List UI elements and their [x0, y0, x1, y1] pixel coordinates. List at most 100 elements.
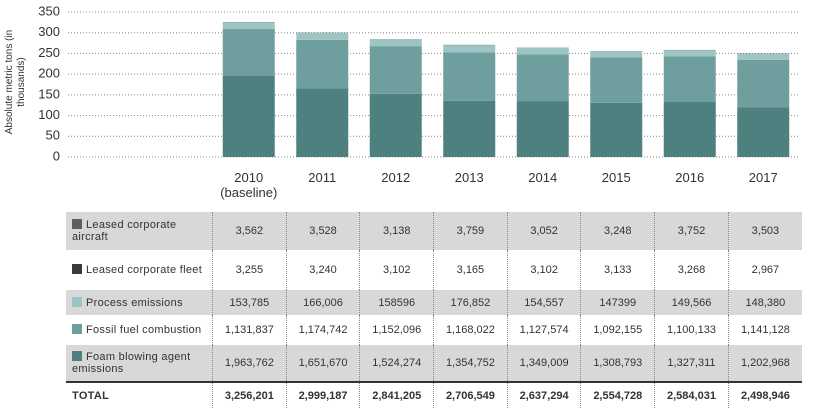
row-label-cell: Fossil fuel combustion — [66, 315, 213, 345]
x-tick-label: 2017 — [748, 170, 778, 185]
x-tick-label: 2011 — [308, 170, 337, 185]
table-cell: 1,152,096 — [359, 315, 435, 345]
row-label-cell: Leased corporate fleet — [66, 250, 213, 290]
table-row: Process emissions 153,785 166,006 158596 176… — [66, 290, 802, 315]
table-cell: 166,006 — [286, 290, 361, 315]
row-label-cell: Process emissions — [66, 290, 213, 315]
bar-segment — [590, 102, 643, 157]
table-cell: 3,528 — [286, 212, 361, 250]
table-cell: 3,102 — [359, 250, 435, 290]
table-cell: 1,168,022 — [433, 315, 508, 345]
table-row: Leased corporate fleet 3,255 3,240 3,102 3,1… — [66, 250, 802, 290]
table-row: Fossil fuel combustion 1,131,837 1,174,742… — [66, 315, 802, 345]
y-tick-label: 250 — [38, 45, 60, 60]
table-row: Foam blowing agent emissions 1,963,762 1,6… — [66, 345, 802, 382]
total-cell: 2,841,205 — [359, 381, 435, 408]
bar-segment — [516, 54, 569, 102]
total-cell: 3,256,201 — [212, 381, 287, 408]
y-tick-label: 300 — [38, 24, 60, 39]
table-cell: 176,852 — [433, 290, 508, 315]
bar-segment — [222, 22, 275, 29]
table-cell: 148,380 — [728, 290, 802, 315]
table-cell: 1,141,128 — [740, 324, 790, 336]
table-cell: 154,557 — [507, 290, 582, 315]
table-cell: 1,349,009 — [507, 345, 582, 382]
bar-segment — [516, 47, 569, 55]
table-cell: 153,785 — [212, 290, 287, 315]
table-cell: 3,240 — [286, 250, 361, 290]
table-cell: 3,268 — [654, 250, 729, 290]
legend-label: Process emissions — [86, 296, 183, 309]
row-label-cell: Foam blowing agent emissions — [66, 345, 213, 382]
bar-segment — [222, 28, 275, 76]
table-cell: 1,651,670 — [286, 345, 361, 382]
legend-label: Fossil fuel combustion — [86, 324, 202, 336]
bar-segment — [443, 45, 496, 53]
table-cell: 3,102 — [507, 250, 582, 290]
bar-segment — [222, 75, 275, 157]
table-cell: 1,127,574 — [507, 315, 582, 345]
table-cell: 1,100,133 — [654, 315, 729, 345]
table-cell: 3,752 — [654, 212, 729, 250]
x-tick-label: 2014 — [528, 170, 558, 185]
table-cell: 158596 — [359, 290, 435, 315]
bar-segment — [443, 100, 496, 157]
bar-segment — [737, 107, 790, 157]
x-tick-label: 2013 — [454, 170, 484, 185]
total-label: TOTAL — [66, 381, 213, 408]
x-tick-label: 2015 — [601, 170, 631, 185]
bar-segment — [663, 102, 716, 157]
table-cell: 3,759 — [433, 212, 508, 250]
data-table: Leased corporate aircraft 3,562 3,528 3,138… — [66, 212, 802, 408]
legend-label: Foam blowing agent emissions — [72, 351, 191, 375]
table-cell: 2,967 — [751, 264, 780, 276]
table-cell: 1,131,837 — [212, 315, 287, 345]
y-tick-label: 350 — [38, 3, 60, 18]
row-label-cell: Leased corporate aircraft — [66, 212, 213, 250]
bar-segment — [369, 39, 422, 47]
total-cell: 2,498,946 — [728, 381, 802, 408]
table-cell: 3,133 — [580, 250, 656, 290]
x-tick-label: 2010 (baseline) — [220, 170, 278, 200]
bar-segment — [296, 33, 349, 40]
y-tick-label: 0 — [53, 148, 60, 163]
table-cell: 1,963,762 — [212, 345, 287, 382]
legend-swatch — [72, 351, 82, 361]
bar-segment — [369, 93, 422, 157]
x-tick-label: 2016 — [675, 170, 705, 185]
bar-segment — [590, 57, 643, 103]
x-tick-label: 2012 — [381, 170, 411, 185]
table-row: Leased corporate aircraft 3,562 3,528 3,138… — [66, 212, 802, 250]
total-cell: 2,637,294 — [507, 381, 582, 408]
table-cell: 3,165 — [433, 250, 508, 290]
legend-swatch — [72, 219, 82, 229]
table-cell: 3,052 — [507, 212, 582, 250]
y-axis-label: Absolute metric tons (in thousands) — [4, 29, 27, 135]
table-cell: 1,092,155 — [580, 315, 656, 345]
total-cell: 2,706,549 — [433, 381, 508, 408]
table-cell: 1,524,274 — [359, 345, 435, 382]
table-cell: 1,202,968 — [728, 345, 802, 382]
chart: 0 50 100 150 200 250 300 350 — [38, 3, 800, 163]
table-cell: 3,248 — [580, 212, 656, 250]
total-cell: 2,584,031 — [654, 381, 729, 408]
total-cell: 2,554,728 — [580, 381, 656, 408]
table-cell: 147399 — [580, 290, 656, 315]
y-tick-label: 100 — [38, 107, 60, 122]
table-cell: 1,308,793 — [580, 345, 656, 382]
legend-swatch — [72, 296, 82, 307]
y-tick-label: 200 — [38, 66, 60, 81]
y-tick-label: 150 — [38, 86, 60, 101]
table-cell: 3,138 — [359, 212, 435, 250]
legend-label: Leased corporate fleet — [86, 264, 203, 276]
y-tick-label: 50 — [46, 128, 60, 143]
legend-swatch — [72, 264, 82, 274]
bar-segment — [296, 39, 349, 89]
bar-segment — [737, 53, 790, 60]
total-row: TOTAL 3,256,201 2,999,187 2,841,205 2,706,54… — [66, 381, 802, 408]
table-cell: 1,174,742 — [286, 315, 361, 345]
table-cell: 3,255 — [212, 250, 287, 290]
table-cell: 149,566 — [654, 290, 729, 315]
total-cell: 2,999,187 — [286, 381, 361, 408]
